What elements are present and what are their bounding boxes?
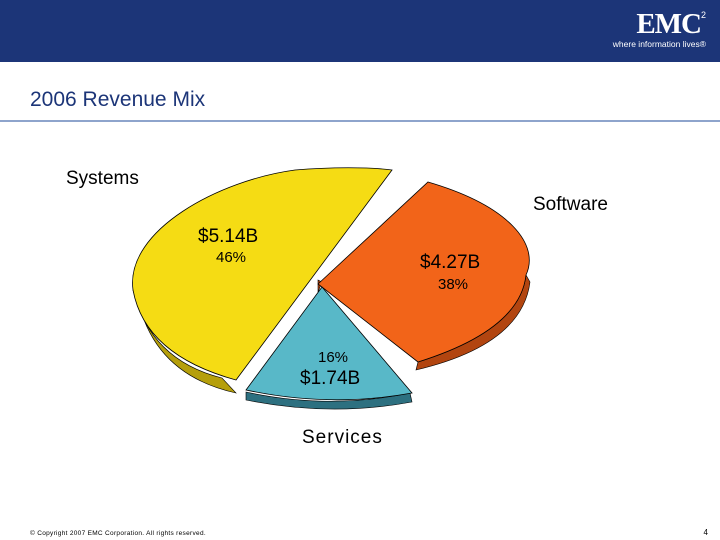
value-systems: $5.14B [198,226,258,247]
slice-services-side [245,391,413,410]
title-divider [0,120,720,122]
page-number: 4 [703,528,708,537]
logo-tagline: where information lives® [612,39,706,49]
page-title: 2006 Revenue Mix [30,88,206,111]
slice-services [245,286,413,401]
value-services: $1.74B [300,368,360,389]
logo-superscript: 2 [700,10,706,20]
percent-software: 38% [438,276,468,293]
percent-services: 16% [318,349,348,366]
emc-logo: EMC2 where information lives® [596,10,706,52]
label-services: Services [302,427,383,448]
value-software: $4.27B [420,252,480,273]
logo-mark: EMC [636,8,702,40]
slice-software [317,181,530,363]
percent-systems: 46% [216,249,246,266]
header-bar [0,0,720,62]
label-systems: Systems [66,168,139,189]
copyright-notice: © Copyright 2007 EMC Corporation. All ri… [30,530,206,537]
slice-systems [132,167,393,381]
slice-systems-side [132,289,237,394]
label-software: Software [533,194,608,215]
